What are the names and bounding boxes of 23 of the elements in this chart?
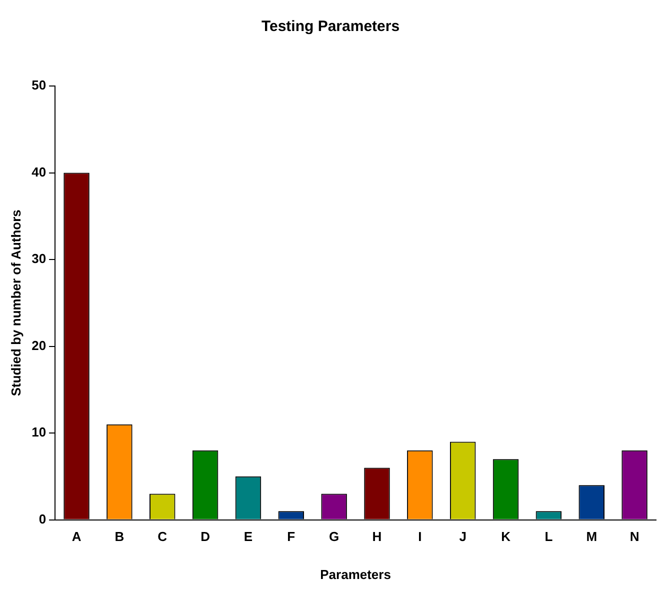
x-tick-label: N bbox=[630, 529, 640, 544]
x-tick-label: H bbox=[372, 529, 382, 544]
x-tick-label: M bbox=[586, 529, 598, 544]
x-tick-label: I bbox=[418, 529, 422, 544]
x-tick-label: J bbox=[459, 529, 466, 544]
y-axis-title: Studied by number of Authors bbox=[8, 210, 24, 396]
y-tick-label: 50 bbox=[32, 78, 46, 93]
x-tick-label: K bbox=[501, 529, 512, 544]
x-tick-label: C bbox=[158, 529, 168, 544]
y-tick-label: 10 bbox=[32, 424, 46, 440]
x-tick-label: E bbox=[244, 529, 253, 544]
x-tick-label: F bbox=[287, 529, 296, 544]
y-tick-label: 30 bbox=[32, 251, 46, 266]
chart-title: Testing Parameters bbox=[261, 18, 400, 36]
x-tick-label: B bbox=[114, 529, 124, 544]
x-tick-label: L bbox=[544, 529, 553, 544]
x-tick-label: G bbox=[329, 529, 340, 544]
y-tick-label: 40 bbox=[32, 164, 46, 180]
x-tick-label: D bbox=[200, 529, 210, 544]
x-axis-title: Parameters bbox=[320, 566, 391, 582]
y-tick-label: 0 bbox=[38, 511, 46, 526]
y-tick-label: 20 bbox=[32, 338, 46, 353]
x-tick-label: A bbox=[72, 529, 82, 544]
